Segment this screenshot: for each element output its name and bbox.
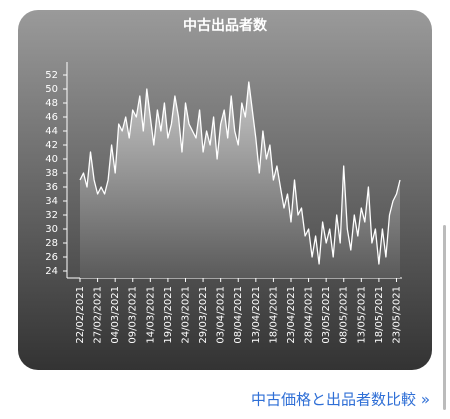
area-fill [80,82,400,278]
x-tick-label: 13/04/2021 [251,286,262,344]
x-tick-label: 03/05/2021 [321,286,332,344]
y-tick-label: 30 [45,224,58,235]
y-tick-label: 42 [45,140,58,151]
x-tick-label: 24/03/2021 [180,286,191,344]
x-tick-label: 23/05/2021 [391,286,402,344]
y-tick-label: 34 [45,196,58,207]
x-tick-label: 27/02/2021 [93,286,104,344]
y-tick-label: 48 [45,98,58,109]
x-tick-label: 09/03/2021 [128,286,139,344]
x-tick-label: 22/02/2021 [75,286,86,344]
x-tick-label: 04/03/2021 [110,286,121,344]
y-tick-label: 52 [45,70,58,81]
y-tick-label: 32 [45,210,58,221]
scrollbar [443,225,446,410]
y-tick-label: 44 [45,126,58,137]
y-tick-label: 50 [45,84,58,95]
y-tick-label: 38 [45,168,58,179]
x-tick-label: 08/04/2021 [233,286,244,344]
x-tick-label: 23/04/2021 [286,286,297,344]
chart-title: 中古出品者数 [183,17,268,34]
x-tick-label: 19/03/2021 [163,286,174,344]
x-tick-label: 08/05/2021 [339,286,350,344]
y-tick-label: 26 [45,252,58,263]
data-line [79,81,401,265]
x-tick-label: 18/05/2021 [374,286,385,344]
y-tick-label: 36 [45,182,58,193]
x-tick-label: 03/04/2021 [216,286,227,344]
x-tick-label: 29/03/2021 [198,286,209,344]
y-tick-label: 24 [45,266,58,277]
x-tick-label: 13/05/2021 [356,286,367,344]
y-tick-label: 46 [45,112,58,123]
x-tick-label: 18/04/2021 [268,286,279,344]
x-tick-label: 14/03/2021 [145,286,156,344]
y-tick-label: 28 [45,238,58,249]
y-tick-label: 40 [45,154,58,165]
compare-link[interactable]: 中古価格と出品者数比較 » [251,391,430,409]
x-tick-label: 28/04/2021 [304,286,315,344]
